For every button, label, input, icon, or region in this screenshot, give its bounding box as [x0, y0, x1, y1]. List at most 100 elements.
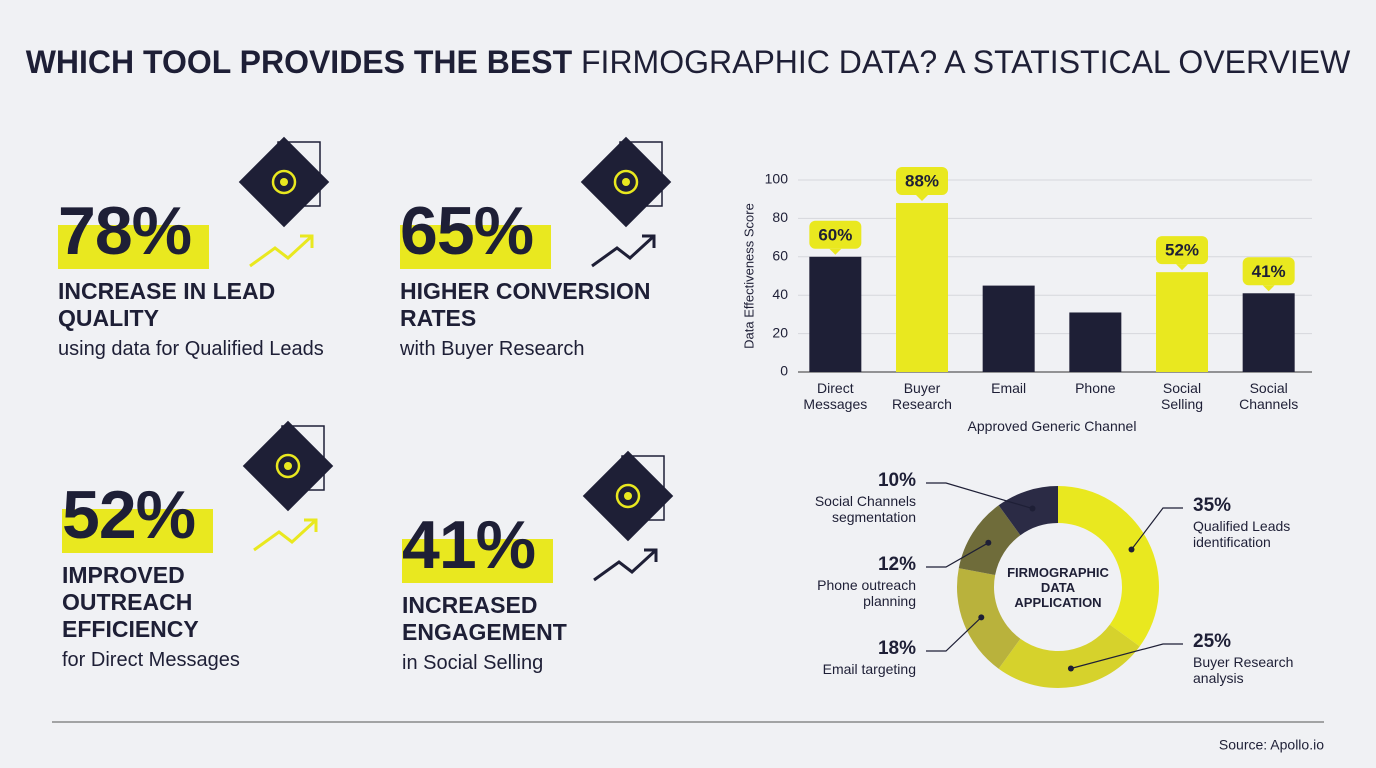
- value-label-box: [809, 220, 862, 249]
- icon-glyph: [275, 453, 301, 479]
- leader-dot: [1128, 546, 1135, 553]
- trend-arrow-head: [642, 234, 656, 248]
- stat-detail: using data for Qualified Leads: [58, 338, 324, 360]
- donut-segment: [956, 568, 1021, 669]
- bar: [1069, 312, 1122, 372]
- trend-arrow: [591, 234, 656, 268]
- donut-label: 12% Phone outreach planning: [776, 554, 916, 609]
- donut-value-label: 25%: [1193, 631, 1232, 652]
- value-label-pointer: [1176, 264, 1188, 271]
- donut-value-label: 12%: [877, 554, 916, 575]
- title-rest: FIRMOGRAPHIC DATA? A STATISTICAL OVERVIE…: [581, 44, 1351, 80]
- donut-value-label: 18%: [877, 638, 916, 659]
- value-label: 52%: [1165, 241, 1199, 260]
- y-tick-label: 60: [772, 248, 788, 264]
- leader-line: [1070, 643, 1183, 670]
- value-label-box: [1156, 236, 1208, 265]
- donut-segment: [998, 624, 1140, 688]
- stat-detail: in Social Selling: [402, 652, 544, 674]
- leader-dot: [978, 614, 985, 621]
- leader-line: [926, 542, 989, 568]
- donut-label: 10% Social Channels segmentation: [776, 470, 916, 525]
- bar: [982, 285, 1035, 372]
- leader-line: [926, 616, 982, 652]
- x-tick-label: Social Selling: [1160, 380, 1204, 412]
- stat-headline: IMPROVED OUTREACH EFFICIENCY: [62, 562, 199, 642]
- leader-dot: [1067, 665, 1074, 672]
- x-axis-label: Approved Generic Channel: [967, 418, 1137, 434]
- donut-segment: [1058, 486, 1159, 647]
- stat-detail: for Direct Messages: [62, 649, 240, 671]
- stat-headline: INCREASE IN LEAD QUALITY: [58, 278, 276, 331]
- stat-figure: 78%: [58, 193, 210, 269]
- donut-value-label: 10%: [877, 470, 916, 491]
- y-tick-label: 80: [772, 209, 788, 225]
- stat-card: 65% HIGHER CONVERSION RATES with Buyer Res…: [400, 193, 690, 361]
- icon-glyph: [622, 178, 630, 186]
- x-tick-label: Phone: [1075, 380, 1116, 396]
- stat-detail: with Buyer Research: [400, 338, 585, 360]
- stat-headline: HIGHER CONVERSION RATES: [400, 278, 651, 331]
- y-tick-label: 20: [772, 324, 788, 340]
- stat-figure: 41%: [402, 507, 554, 583]
- x-tick-label: Social Channels: [1239, 380, 1299, 412]
- source: Source: Apollo.io: [1219, 737, 1324, 753]
- bar: [809, 256, 862, 372]
- icon-glyph: [615, 483, 641, 509]
- stat-card: 52% IMPROVED OUTREACH EFFICIENCY for Direc…: [62, 477, 252, 672]
- stat-figure: 65%: [400, 193, 552, 269]
- donut-category: Phone outreach planning: [817, 577, 916, 609]
- icon-glyph: [624, 492, 632, 500]
- donut-value-label: 35%: [1193, 495, 1232, 516]
- icon-glyph: [613, 169, 639, 195]
- donut-category: Qualified Leads identification: [1193, 518, 1291, 550]
- y-tick-label: 100: [765, 171, 789, 187]
- trend-arrow: [253, 518, 318, 552]
- donut-segment: [998, 486, 1058, 536]
- trend-arrow: [593, 548, 658, 582]
- trend-arrow: [249, 234, 314, 268]
- stat-figure: 52%: [62, 477, 214, 553]
- y-axis-label: Data Effectiveness Score: [741, 203, 756, 349]
- bar: [1156, 272, 1208, 372]
- value-label: 88%: [905, 172, 939, 191]
- y-tick-label: 40: [772, 286, 788, 302]
- x-tick-label: Email: [991, 380, 1027, 396]
- trend-arrow-head: [300, 234, 314, 248]
- bar: [1242, 293, 1295, 372]
- donut-category: Buyer Research analysis: [1193, 654, 1294, 686]
- value-label: 41%: [1252, 262, 1286, 281]
- donut-label: 25% Buyer Research analysis: [1193, 631, 1333, 686]
- value-label-pointer: [829, 248, 842, 255]
- donut-category: Social Channels segmentation: [814, 493, 916, 525]
- stat-card: 78% INCREASE IN LEAD QUALITY using data fo…: [58, 193, 324, 361]
- donut-label: 18% Email targeting: [776, 638, 916, 677]
- bar: [896, 203, 948, 372]
- icon-glyph: [284, 462, 292, 470]
- leader-dot: [1029, 505, 1036, 512]
- value-label: 60%: [818, 225, 852, 244]
- leader-line: [1131, 507, 1183, 550]
- title-bold: WHICH TOOL PROVIDES THE BEST: [25, 44, 573, 80]
- stat-card: 41% INCREASED ENGAGEMENT in Social Selling: [402, 507, 612, 675]
- donut-title: FIRMOGRAPHIC DATA APPLICATION: [1007, 565, 1109, 610]
- value-label-pointer: [916, 195, 928, 202]
- trend-arrow-head: [644, 548, 658, 562]
- stat-headline: INCREASED ENGAGEMENT: [402, 592, 567, 645]
- icon-glyph: [280, 178, 288, 186]
- title: WHICH TOOL PROVIDES THE BEST FIRMOGRAPHI…: [0, 44, 1376, 81]
- leader-line: [926, 482, 1033, 510]
- x-tick-label: Direct Messages: [803, 380, 868, 412]
- icon-glyph: [271, 169, 297, 195]
- x-tick-label: Buyer Research: [892, 380, 952, 412]
- donut-label: 35% Qualified Leads identification: [1193, 495, 1333, 550]
- leader-dot: [985, 539, 992, 546]
- value-label-box: [1242, 257, 1295, 286]
- trend-arrow-head: [304, 518, 318, 532]
- value-label-pointer: [1262, 285, 1275, 292]
- value-label-box: [896, 167, 948, 196]
- y-tick-label: 0: [780, 363, 788, 379]
- donut-category: Email targeting: [822, 661, 916, 677]
